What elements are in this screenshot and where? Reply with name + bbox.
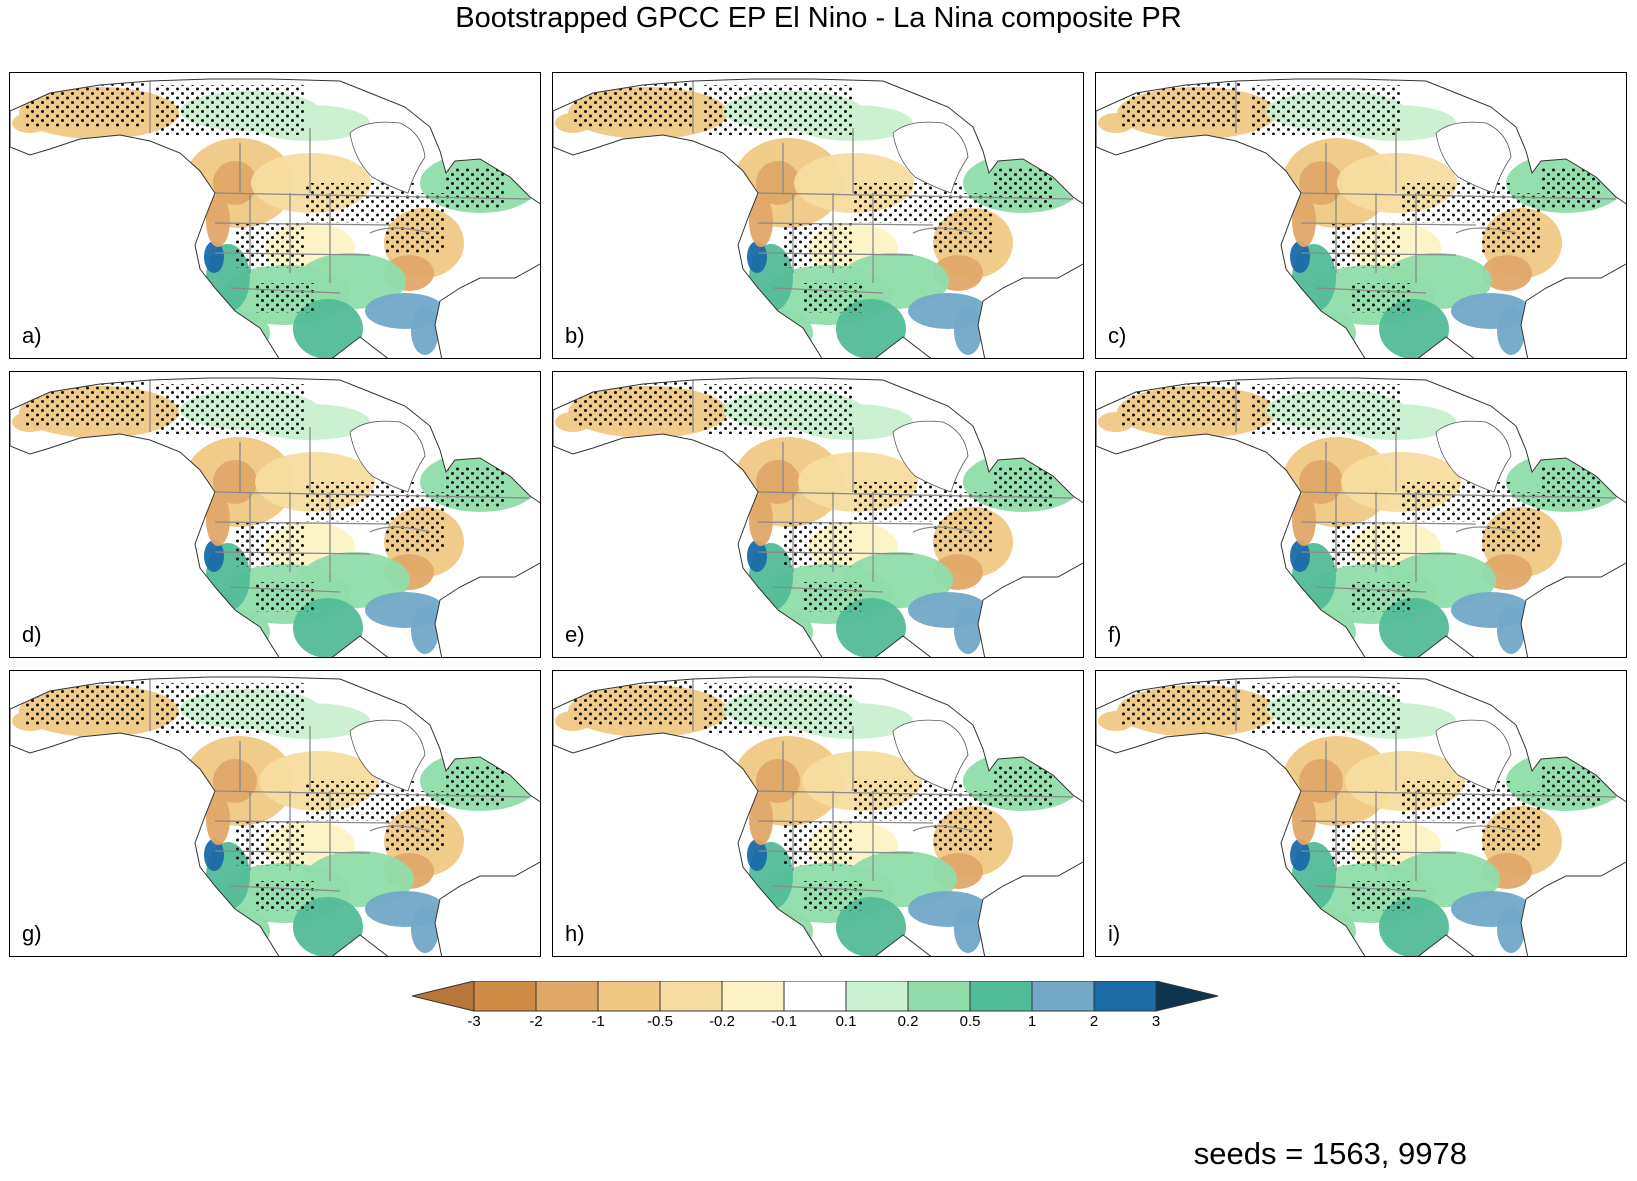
panel-label: c) <box>1108 323 1127 348</box>
colorbar <box>412 981 1219 1012</box>
colorbar-tick-label: -0.1 <box>771 1013 797 1030</box>
colorbar-swatch <box>473 981 537 1012</box>
precip-map <box>1096 676 1626 956</box>
colorbar-swatch <box>969 981 1033 1012</box>
map-panel: g) <box>9 670 541 957</box>
colorbar-tick-label: 0.1 <box>835 1013 857 1030</box>
map-panel: i) <box>1095 670 1627 957</box>
colorbar-tick-label: -3 <box>467 1013 481 1030</box>
colorbar-tick-label: -1 <box>591 1013 605 1030</box>
map-panel: e) <box>552 371 1084 658</box>
colorbar-swatch <box>659 981 723 1012</box>
precip-map <box>553 676 1083 956</box>
panel-label: i) <box>1108 921 1121 946</box>
precip-map <box>553 377 1083 657</box>
colorbar-swatch <box>597 981 661 1012</box>
colorbar-swatch <box>1093 981 1157 1012</box>
map-panel: f) <box>1095 371 1627 658</box>
precip-map <box>1096 78 1626 358</box>
precip-map <box>10 676 540 956</box>
precip-map <box>553 78 1083 358</box>
precip-map <box>10 78 540 358</box>
colorbar-swatch <box>535 981 599 1012</box>
panel-label: e) <box>565 622 585 647</box>
colorbar-swatch <box>907 981 971 1012</box>
colorbar-swatch <box>783 981 847 1012</box>
colorbar-tick-label: 2 <box>1089 1013 1099 1030</box>
seeds-footer: seeds = 1563, 9978 <box>1193 1136 1467 1171</box>
panel-label: g) <box>22 921 42 946</box>
panel-label: b) <box>565 323 585 348</box>
colorbar-swatch <box>412 981 475 1012</box>
colorbar-tick-label: 3 <box>1151 1013 1161 1030</box>
colorbar-swatch <box>721 981 785 1012</box>
colorbar-tick-label: -0.2 <box>709 1013 735 1030</box>
map-panel: a) <box>9 72 541 359</box>
precip-map <box>1096 377 1626 657</box>
precip-map <box>10 377 540 657</box>
colorbar-tick-label: 1 <box>1027 1013 1037 1030</box>
panel-label: h) <box>565 921 585 946</box>
panel-label: d) <box>22 622 42 647</box>
figure-title: Bootstrapped GPCC EP El Nino - La Nina c… <box>455 2 1182 34</box>
colorbar-tick-label: -0.5 <box>647 1013 673 1030</box>
map-panel: h) <box>552 670 1084 957</box>
map-panel: c) <box>1095 72 1627 359</box>
colorbar-swatch <box>1031 981 1095 1012</box>
colorbar-tick-label: 0.2 <box>897 1013 919 1030</box>
panel-label: f) <box>1108 622 1122 647</box>
panel-label: a) <box>22 323 42 348</box>
colorbar-tick-label: 0.5 <box>959 1013 981 1030</box>
map-panel: d) <box>9 371 541 658</box>
colorbar-swatch <box>845 981 909 1012</box>
map-panel: b) <box>552 72 1084 359</box>
colorbar-tick-label: -2 <box>529 1013 543 1030</box>
colorbar-swatch <box>1155 981 1219 1012</box>
